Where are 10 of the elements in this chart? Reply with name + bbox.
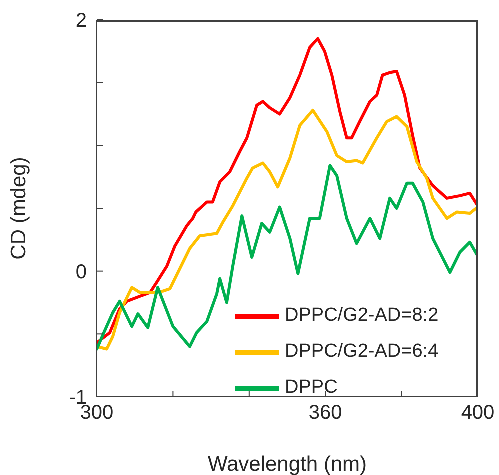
- x-axis-title: Wavelength (nm): [208, 453, 368, 475]
- y-tick-label: 0: [76, 261, 87, 284]
- y-axis-title: CD (mdeg): [7, 157, 30, 260]
- x-tick-label: 360: [308, 402, 342, 424]
- legend-label: DPPC: [285, 377, 338, 398]
- legend-label: DPPC/G2-AD=6:4: [285, 340, 439, 364]
- x-tick-label: 400: [461, 402, 495, 424]
- line-series: [97, 37, 478, 344]
- y-tick-label: 2: [76, 10, 87, 32]
- legend-label: DPPC/G2-AD=8:2: [285, 304, 439, 328]
